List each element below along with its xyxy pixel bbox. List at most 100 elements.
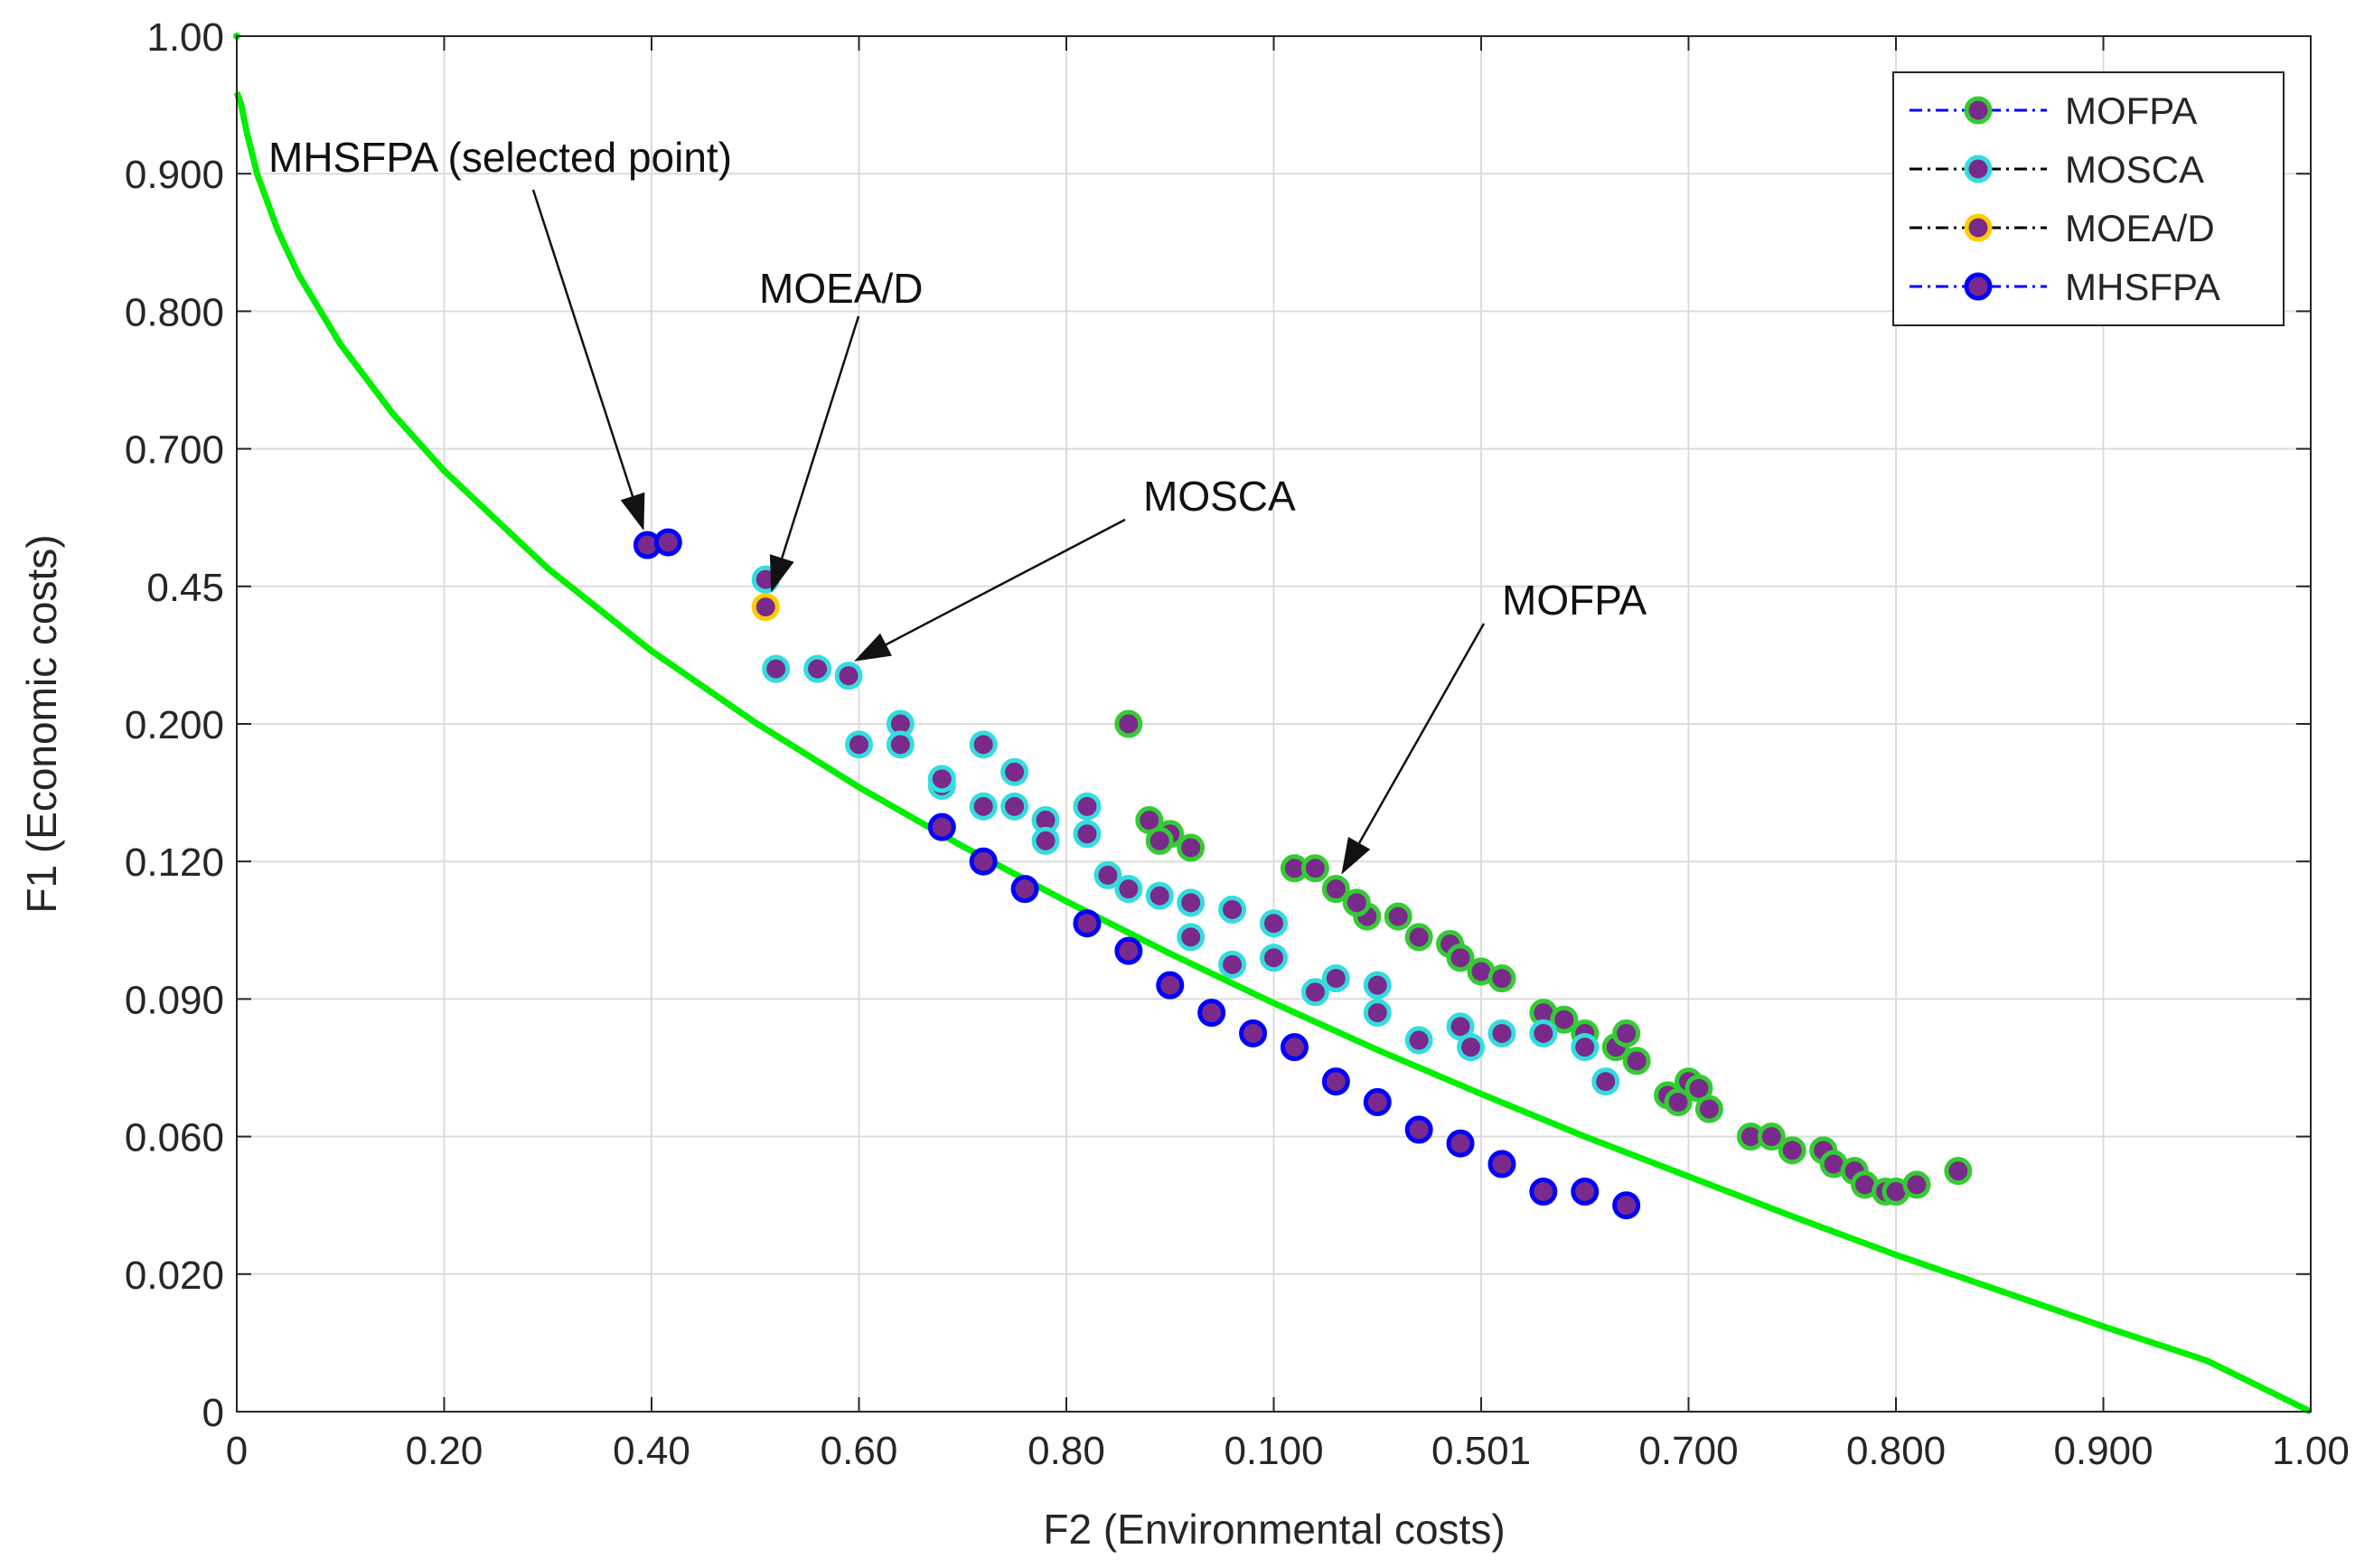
point-mosca <box>1260 944 1288 972</box>
point-mhsfpa <box>1404 1115 1433 1144</box>
y-tick-label: 1.00 <box>146 15 224 60</box>
point-mosca <box>969 730 998 759</box>
point-mhsfpa <box>1571 1177 1600 1206</box>
point-mosca <box>845 730 873 759</box>
x-tick-label: 0.80 <box>1027 1429 1105 1473</box>
x-tick-label: 0.60 <box>821 1429 898 1473</box>
point-mosca <box>1145 881 1174 910</box>
point-mhsfpa <box>1529 1177 1558 1206</box>
point-mosca <box>1218 895 1247 924</box>
x-axis-label: F2 (Environmental costs) <box>1043 1506 1505 1553</box>
point-mofpa <box>1902 1170 1931 1199</box>
point-mosca <box>834 662 863 690</box>
legend-entry-label: MOSCA <box>2065 148 2204 191</box>
series-mhsfpa <box>633 528 1641 1220</box>
annotation-arrow-line <box>781 315 860 559</box>
y-tick-label: 0.900 <box>125 153 224 197</box>
point-mofpa <box>1944 1157 1973 1186</box>
annotation-arrow-head <box>1341 836 1371 875</box>
legend-entry-label: MOEA/D <box>2065 207 2215 249</box>
y-tick-label: 0.120 <box>125 840 224 885</box>
point-mhsfpa <box>1446 1129 1475 1158</box>
annotations: MHSFPA (selected point) MOEA/D MOSCA MOFPA <box>268 134 1647 875</box>
point-mofpa <box>1694 1094 1723 1123</box>
y-axis-label: F1 (Economic costs) <box>18 534 65 913</box>
x-tick-label: 0.40 <box>613 1429 690 1473</box>
annotation-arrow-head <box>769 554 794 593</box>
point-mofpa <box>1342 888 1371 917</box>
y-tick-label: 0.060 <box>125 1116 224 1160</box>
annotation-arrow-line <box>885 518 1126 646</box>
pareto-front-line <box>233 91 2313 1415</box>
point-mosca <box>1591 1067 1620 1096</box>
x-tick-label: 0.700 <box>1638 1429 1738 1473</box>
annotation-arrow-head <box>620 492 645 531</box>
point-mosca <box>1031 826 1060 855</box>
point-mofpa <box>1778 1136 1806 1165</box>
point-mhsfpa <box>1487 1150 1516 1178</box>
annotation-arrow-line <box>531 189 634 497</box>
point-mosca <box>762 654 791 683</box>
point-mosca <box>969 792 998 821</box>
x-tick-label: 0.100 <box>1224 1429 1323 1473</box>
annotation-label: MHSFPA (selected point) <box>268 134 732 181</box>
y-tick-label: 0.45 <box>146 566 224 610</box>
point-mofpa <box>1404 923 1433 952</box>
point-mosca <box>1218 950 1247 979</box>
point-mosca <box>1529 1019 1558 1047</box>
point-mofpa <box>1622 1047 1651 1075</box>
point-mosca <box>1571 1033 1600 1062</box>
y-tick-label: 0.200 <box>125 703 224 747</box>
x-tick-label: 0.20 <box>406 1429 483 1473</box>
x-tick-label: 1.00 <box>2272 1429 2350 1473</box>
annotation-arrow-head <box>854 633 892 662</box>
legend-marker <box>1964 96 1993 125</box>
point-mofpa <box>1384 902 1412 931</box>
point-mosca <box>886 730 915 759</box>
y-tick-label: 0.020 <box>125 1253 224 1298</box>
point-mofpa <box>1487 964 1516 993</box>
point-mhsfpa <box>1239 1019 1268 1047</box>
x-tick-label: 0.501 <box>1431 1429 1531 1473</box>
point-mosca <box>1093 860 1122 889</box>
point-mosca <box>1363 971 1392 1000</box>
point-mosca <box>1300 978 1329 1007</box>
point-mhsfpa <box>653 528 682 557</box>
annotation-label: MOFPA <box>1502 577 1647 624</box>
point-mhsfpa <box>1114 936 1143 965</box>
x-tick-label: 0 <box>226 1429 248 1473</box>
point-mhsfpa <box>1156 971 1185 1000</box>
legend-marker <box>1964 272 1993 301</box>
point-mosca <box>1114 875 1143 904</box>
annotation-label: MOEA/D <box>759 265 923 312</box>
point-mosca <box>1363 999 1392 1028</box>
x-tick-label: 0.900 <box>2053 1429 2153 1473</box>
annotation-arrow-line <box>1358 623 1486 844</box>
point-moea-d <box>751 593 780 622</box>
point-mosca <box>1457 1033 1486 1062</box>
point-mhsfpa <box>1321 1067 1350 1096</box>
point-mosca <box>1260 909 1288 938</box>
data-series <box>633 528 1973 1220</box>
legend: MOFPA MOSCA MOEA/D MHSFPA <box>1892 71 2285 326</box>
point-mosca <box>1487 1019 1516 1047</box>
point-mosca <box>1073 820 1102 849</box>
point-mhsfpa <box>1363 1088 1392 1117</box>
point-mhsfpa <box>1280 1033 1309 1062</box>
point-mhsfpa <box>1197 999 1226 1028</box>
annotation-label: MOSCA <box>1143 473 1296 520</box>
x-tick-label: 0.800 <box>1846 1429 1946 1473</box>
y-tick-label: 0.800 <box>125 290 224 334</box>
legend-marker <box>1964 155 1993 183</box>
point-mhsfpa <box>1073 909 1102 938</box>
series-mosca <box>751 565 1620 1096</box>
point-mofpa <box>1177 833 1206 862</box>
point-mofpa <box>1145 826 1174 855</box>
point-mosca <box>1177 888 1206 917</box>
point-mhsfpa <box>969 847 998 876</box>
point-mhsfpa <box>1612 1191 1641 1220</box>
legend-marker <box>1964 213 1993 242</box>
y-tick-label: 0.700 <box>125 428 224 473</box>
point-mofpa <box>1300 854 1329 883</box>
point-mofpa <box>1446 944 1475 972</box>
